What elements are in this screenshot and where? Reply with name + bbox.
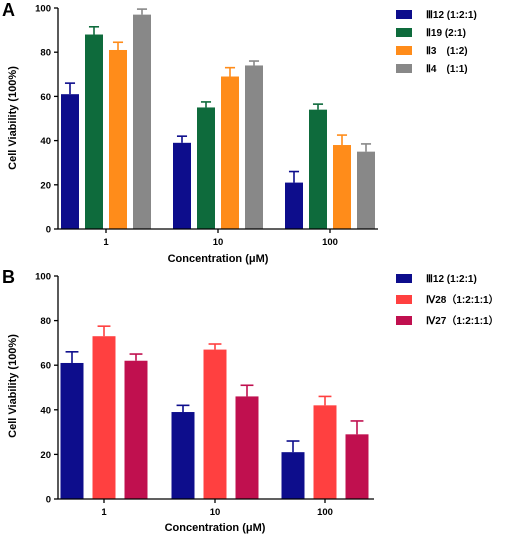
panel-a-x-axis-label: Concentration (μM) [168,253,269,265]
bar [203,349,227,499]
bar [60,362,84,499]
bar [61,94,79,229]
bar [197,107,215,229]
y-tick-label: 0 [46,225,51,236]
y-tick-label: 60 [40,92,51,103]
legend-label: Ⅱ19 (2:1) [426,28,466,39]
y-tick-label: 100 [35,272,51,283]
bar [85,34,103,229]
legend-label: Ⅲ12 (1:2:1) [426,10,477,21]
y-tick-label: 80 [40,316,51,327]
bar [313,405,337,499]
y-tick-label: 20 [40,450,51,461]
x-tick-label: 10 [213,237,224,248]
panel-a-y-axis-label: Cell Viability (100%) [7,66,19,170]
legend-label: Ⅱ4 (1:1) [426,64,468,75]
legend-label: Ⅳ28（1:2:1:1） [426,293,499,306]
bar [92,336,116,499]
legend-swatch [396,295,412,304]
legend-label: Ⅲ12 (1:2:1) [426,274,477,285]
bar [124,360,148,499]
bar [109,49,127,229]
bar [357,151,375,229]
legend-swatch [396,274,412,283]
legend-swatch [396,28,412,37]
panel-b-y-axis-label: Cell Viability (100%) [7,334,19,438]
y-tick-label: 100 [35,4,51,15]
x-tick-label: 10 [210,507,221,518]
bar [221,76,239,229]
bar [245,65,263,230]
y-tick-label: 0 [46,495,51,506]
panel-a-letter: A [2,0,15,20]
panel-a: A Cell Viability (100%) Concentration (μ… [2,0,477,265]
y-tick-label: 20 [40,180,51,191]
legend-swatch [396,46,412,55]
panel-b-letter: B [2,267,15,287]
bar [309,109,327,229]
bar [235,396,259,499]
x-tick-label: 1 [103,237,109,248]
panel-b: B Cell Viability (100%) Concentration (μ… [2,267,499,534]
y-tick-label: 80 [40,48,51,59]
bar [345,434,369,499]
x-tick-label: 1 [101,507,107,518]
bar [333,145,351,229]
legend-label: Ⅳ27（1:2:1:1） [426,314,499,327]
bar [173,142,191,229]
x-tick-label: 100 [317,507,333,518]
bar [171,412,195,499]
y-tick-label: 60 [40,361,51,372]
panel-b-x-axis-label: Concentration (μM) [165,522,266,534]
bar [281,452,305,499]
legend-swatch [396,10,412,19]
legend-swatch [396,316,412,325]
y-tick-label: 40 [40,136,51,147]
x-tick-label: 100 [322,237,338,248]
legend-label: Ⅱ3 (1:2) [426,46,468,57]
y-tick-label: 40 [40,405,51,416]
legend-swatch [396,64,412,73]
bar [285,182,303,229]
bar [133,14,151,229]
